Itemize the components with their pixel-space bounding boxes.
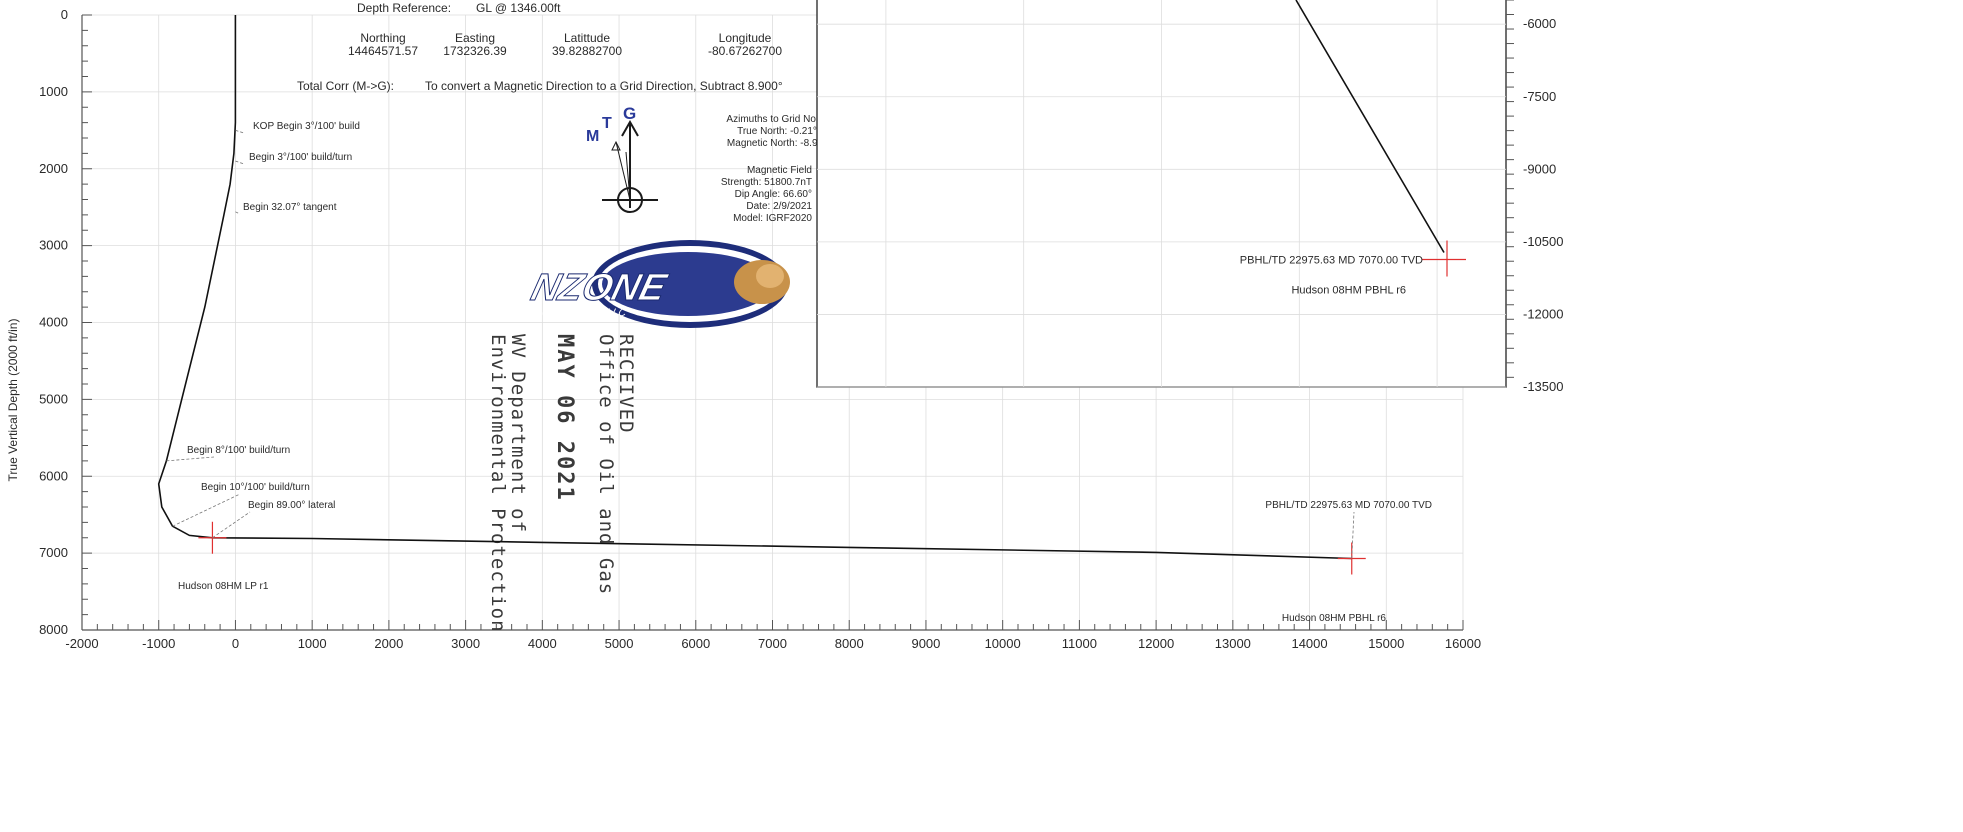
azimuth-line: Magnetic North: -8.90° <box>727 138 827 149</box>
annotation-leader <box>235 211 241 215</box>
inset-y-tick-label: -12000 <box>1523 306 1563 321</box>
y-axis-label: True Vertical Depth (2000 ft/in) <box>6 319 20 482</box>
magnetic-field-line: Model: IGRF2020 <box>733 213 812 224</box>
header-col-value: 1732326.39 <box>443 44 507 58</box>
x-tick-label: 7000 <box>758 636 787 651</box>
annotation-leader <box>166 456 215 462</box>
depth-reference-label: Depth Reference: <box>357 1 451 15</box>
inset-y-tick-label: -7500 <box>1523 89 1556 104</box>
north-arrow-m: M <box>586 128 599 145</box>
inset-chart: -6000 -7500 -9000 -10500 -12000 -13500 PBHL/TD… <box>816 0 1563 394</box>
x-tick-label: 3000 <box>451 636 480 651</box>
annotation-label: Begin 10°/100' build/turn <box>201 482 310 493</box>
inset-y-tick-label: -9000 <box>1523 161 1556 176</box>
annotation-label: Begin 32.07° tangent <box>243 202 337 213</box>
x-tick-label: 15000 <box>1368 636 1404 651</box>
annotation-label: KOP Begin 3°/100' build <box>253 121 360 132</box>
x-tick-label: 1000 <box>298 636 327 651</box>
header-col-label: Latittude <box>564 31 610 45</box>
inset-target-label: Hudson 08HM PBHL r6 <box>1291 285 1406 297</box>
y-tick-label: 7000 <box>39 545 68 560</box>
x-tick-label: 10000 <box>985 636 1021 651</box>
annotation-leader <box>1351 511 1355 559</box>
header-block: Depth Reference: GL @ 1346.00ft Northing… <box>297 1 783 93</box>
x-tick-label: 2000 <box>374 636 403 651</box>
target-label: Hudson 08HM PBHL r6 <box>1282 613 1387 624</box>
annotation-label: Begin 3°/100' build/turn <box>249 152 352 163</box>
total-corr-label: Total Corr (M->G): <box>297 79 394 93</box>
svg-text:Office of Oil and Gas: Office of Oil and Gas <box>595 334 617 595</box>
inset-annotation-label: PBHL/TD 22975.63 MD 7070.00 TVD <box>1240 255 1423 267</box>
annotation-leader <box>212 511 251 539</box>
x-tick-label: 0 <box>232 636 239 651</box>
magnetic-field-line: Date: 2/9/2021 <box>746 201 812 212</box>
magnetic-field-line: Dip Angle: 66.60° <box>735 189 812 200</box>
y-tick-label: 2000 <box>39 161 68 176</box>
inset-y-tick-label: -13500 <box>1523 379 1563 394</box>
total-corr-text: To convert a Magnetic Direction to a Gri… <box>425 79 783 93</box>
x-tick-label: 14000 <box>1291 636 1327 651</box>
header-col-value: -80.67262700 <box>708 44 782 58</box>
depth-reference-value: GL @ 1346.00ft <box>476 1 561 15</box>
y-tick-label: 8000 <box>39 622 68 637</box>
y-tick-label: 0 <box>61 7 68 22</box>
x-tick-label: 8000 <box>835 636 864 651</box>
y-tick-label: 5000 <box>39 391 68 406</box>
north-arrow-g: G <box>623 104 636 123</box>
magnetic-field-line: Strength: 51800.7nT <box>721 177 812 188</box>
target-label: Hudson 08HM LP r1 <box>178 581 269 592</box>
received-stamp: RECEIVED Office of Oil and Gas MAY 06 20… <box>487 334 637 633</box>
main-chart-annotations: KOP Begin 3°/100' build Begin 3°/100' bui… <box>166 121 1432 624</box>
well-path-line <box>157 15 1352 560</box>
nzone-logo: NZONE GUIDANCE, LLC <box>526 240 790 328</box>
inset-well-path <box>1295 0 1445 253</box>
azimuth-line: Azimuths to Grid North <box>726 114 827 125</box>
x-tick-label: 6000 <box>681 636 710 651</box>
annotation-label: Begin 89.00° lateral <box>248 500 335 511</box>
x-tick-label: 4000 <box>528 636 557 651</box>
svg-text:NZONE: NZONE <box>527 267 672 309</box>
header-col-value: 14464571.57 <box>348 44 418 58</box>
x-tick-label: 9000 <box>911 636 940 651</box>
inset-y-tick-label: -10500 <box>1523 234 1563 249</box>
annotation-leader <box>235 129 245 134</box>
magnetic-field-line: Magnetic Field <box>747 165 812 176</box>
x-tick-label: -1000 <box>142 636 175 651</box>
y-tick-label: 4000 <box>39 315 68 330</box>
annotation-leader <box>235 160 245 165</box>
header-col-label: Easting <box>455 31 495 45</box>
svg-text:RECEIVED: RECEIVED <box>615 334 637 434</box>
x-tick-label: 16000 <box>1445 636 1481 651</box>
azimuth-line: True North: -0.21° <box>737 126 817 137</box>
header-col-label: Longitude <box>719 31 772 45</box>
inset-target-marker <box>1422 240 1466 277</box>
inset-y-tick-label: -6000 <box>1523 16 1556 31</box>
x-tick-label: 12000 <box>1138 636 1174 651</box>
header-col-value: 39.82882700 <box>552 44 622 58</box>
x-tick-label: 13000 <box>1215 636 1251 651</box>
north-arrow-t: T <box>602 115 612 132</box>
y-tick-label: 6000 <box>39 468 68 483</box>
y-tick-label: 1000 <box>39 84 68 99</box>
x-tick-label: 11000 <box>1062 636 1097 651</box>
y-tick-label: 3000 <box>39 238 68 253</box>
annotation-label: PBHL/TD 22975.63 MD 7070.00 TVD <box>1265 500 1432 511</box>
svg-text:Environmental Protection: Environmental Protection <box>487 334 509 633</box>
svg-text:GUIDANCE, LLC: GUIDANCE, LLC <box>540 307 628 319</box>
svg-text:MAY 06 2021: MAY 06 2021 <box>552 334 577 502</box>
north-arrow-icon: G T M <box>586 104 658 213</box>
annotation-label: Begin 8°/100' build/turn <box>187 445 290 456</box>
x-tick-label: 5000 <box>605 636 634 651</box>
main-chart-axes: -2000 -1000 0 1000 2000 3000 4000 5000 6000 7000 8… <box>39 7 1481 651</box>
x-tick-label: -2000 <box>65 636 98 651</box>
svg-text:WV Department of: WV Department of <box>507 334 529 533</box>
annotation-leader <box>172 493 241 527</box>
header-col-label: Northing <box>360 31 405 45</box>
